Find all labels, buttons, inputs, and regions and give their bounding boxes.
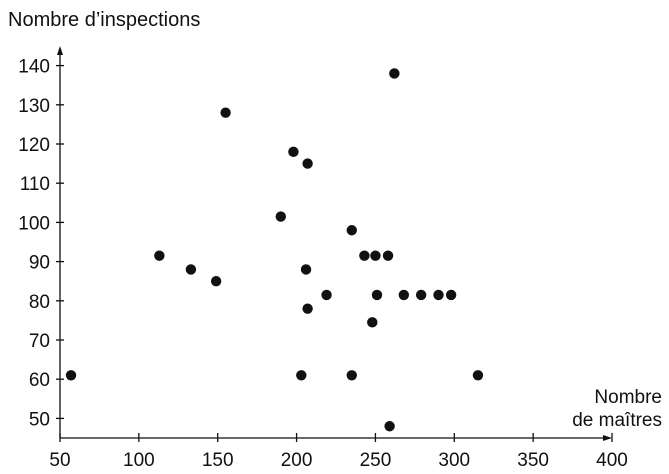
data-point bbox=[433, 290, 443, 300]
y-tick-label: 140 bbox=[18, 57, 50, 78]
data-point bbox=[296, 370, 306, 380]
x-tick-label: 350 bbox=[517, 450, 549, 471]
x-axis-title-line-2: de maîtres bbox=[572, 410, 662, 431]
x-tick-label: 100 bbox=[123, 450, 155, 471]
data-point bbox=[473, 370, 483, 380]
data-point bbox=[446, 290, 456, 300]
axis-ticks: 50 100 150 200 250 300 350 400 50 60 70 80 90 100 110 1… bbox=[18, 57, 628, 471]
data-point bbox=[186, 264, 196, 274]
x-axis-arrow bbox=[603, 435, 612, 441]
data-point bbox=[389, 68, 399, 78]
data-point bbox=[220, 107, 230, 117]
y-tick-label: 120 bbox=[18, 135, 50, 156]
x-tick-label: 200 bbox=[281, 450, 313, 471]
data-point bbox=[321, 290, 331, 300]
y-tick-label: 60 bbox=[29, 370, 50, 391]
x-tick-label: 250 bbox=[360, 450, 392, 471]
data-point bbox=[302, 158, 312, 168]
data-point bbox=[276, 211, 286, 221]
y-axis-arrow bbox=[57, 46, 63, 55]
data-point bbox=[384, 421, 394, 431]
data-point bbox=[383, 251, 393, 261]
data-point bbox=[154, 251, 164, 261]
data-point bbox=[359, 251, 369, 261]
x-tick-label: 400 bbox=[596, 450, 628, 471]
data-point bbox=[211, 276, 221, 286]
data-point bbox=[347, 370, 357, 380]
data-point bbox=[370, 251, 380, 261]
data-point bbox=[288, 147, 298, 157]
data-points bbox=[66, 68, 483, 431]
y-tick-label: 110 bbox=[20, 174, 50, 195]
data-point bbox=[302, 303, 312, 313]
x-tick-label: 300 bbox=[438, 450, 470, 471]
data-point bbox=[416, 290, 426, 300]
data-point bbox=[399, 290, 409, 300]
data-point bbox=[301, 264, 311, 274]
data-point bbox=[372, 290, 382, 300]
data-point bbox=[367, 317, 377, 327]
y-tick-label: 50 bbox=[29, 409, 50, 430]
y-tick-label: 130 bbox=[18, 96, 50, 117]
y-axis-title: Nombre d’inspections bbox=[8, 9, 200, 31]
x-tick-label: 50 bbox=[49, 450, 70, 471]
x-tick-label: 150 bbox=[202, 450, 234, 471]
data-point bbox=[347, 225, 357, 235]
data-point bbox=[66, 370, 76, 380]
y-tick-label: 100 bbox=[18, 213, 50, 234]
y-tick-label: 90 bbox=[29, 253, 50, 274]
y-tick-label: 70 bbox=[29, 331, 50, 352]
x-axis-title-line-1: Nombre bbox=[594, 387, 662, 408]
y-tick-label: 80 bbox=[29, 292, 50, 313]
